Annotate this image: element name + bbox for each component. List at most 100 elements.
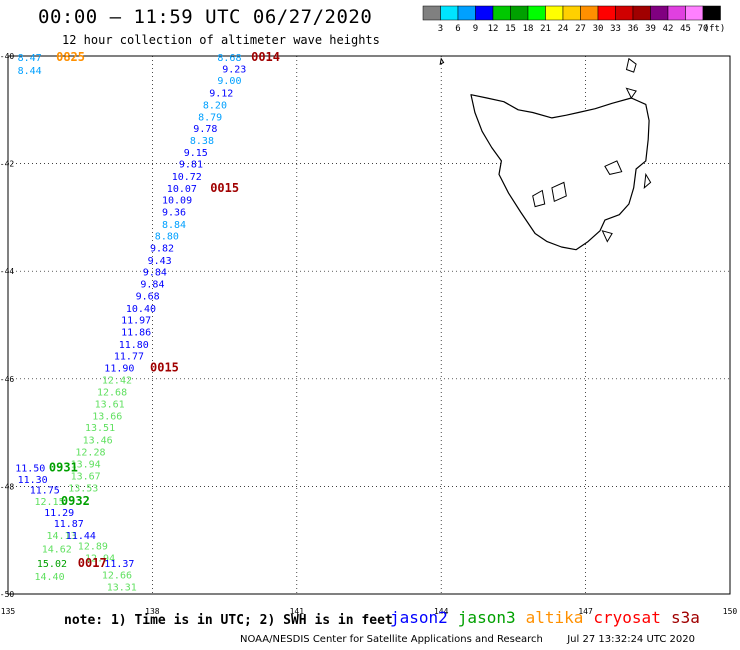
wave-height-label: 8.79 xyxy=(198,112,222,123)
island-outline xyxy=(625,87,637,99)
longitude-tick-label: 147 xyxy=(578,607,593,616)
wave-height-label: 14.62 xyxy=(42,544,72,555)
wave-height-label: 8.80 xyxy=(155,232,179,243)
latitude-tick-label: -50 xyxy=(0,590,14,599)
island-outline xyxy=(601,230,613,243)
wave-height-label: 8.20 xyxy=(203,100,227,111)
latitude-tick-label: -44 xyxy=(0,267,14,276)
color-scale-label: 24 xyxy=(558,24,569,34)
wave-height-label: 8.68 xyxy=(217,53,241,64)
wave-height-label: 9.82 xyxy=(150,244,174,255)
wave-height-label: 13.51 xyxy=(85,423,115,434)
wave-height-label: 14.40 xyxy=(35,572,65,583)
wave-height-labels: 8.47 8.44 0825 8.68 0014 9.239.00 9.128.208.79… xyxy=(15,50,280,593)
wave-height-label: 9.81 xyxy=(179,160,203,171)
latitude-tick-label: -48 xyxy=(0,482,14,491)
island-outline xyxy=(604,160,623,175)
color-scale-label: 39 xyxy=(645,24,656,34)
mission-legend-item: jason2 xyxy=(390,608,448,627)
pass-time-label: 0825 xyxy=(56,50,85,64)
color-scale-label: 3 xyxy=(438,24,443,34)
wave-height-label: 10.40 xyxy=(126,304,156,315)
wave-height-label: 11.50 xyxy=(15,464,45,475)
latitude-tick-label: -42 xyxy=(0,160,14,169)
longitude-tick-label: 138 xyxy=(145,607,160,616)
wave-height-map: 135 138 141 144 147 150-40-42-44-46-48-508.47… xyxy=(0,50,738,616)
wave-height-label: 13.94 xyxy=(71,459,101,470)
wave-height-label: 11.37 xyxy=(104,559,134,570)
island-outline xyxy=(439,57,445,65)
map-title: 00:00 – 11:59 UTC 06/27/2020 xyxy=(38,6,373,28)
wave-height-label: 8.47 xyxy=(18,53,42,64)
wave-height-label: 11.97 xyxy=(121,316,151,327)
tasmania-coastline xyxy=(470,94,650,251)
wave-height-label: 11.44 xyxy=(66,531,96,542)
longitude-tick-label: 144 xyxy=(434,607,449,616)
wave-height-label: 11.87 xyxy=(54,519,84,530)
pass-time-label: 0017 xyxy=(78,556,107,570)
latitude-tick-label: -40 xyxy=(0,52,14,61)
island-outline xyxy=(532,189,546,208)
wave-height-label: 12.66 xyxy=(102,571,132,582)
credit-text: NOAA/NESDIS Center for Satellite Applica… xyxy=(240,634,543,645)
longitude-tick-label: 135 xyxy=(1,607,16,616)
color-scale-legend: 3 6 9 12 15 18 21 24 27 30 33 36 39 42 45 70(ft) xyxy=(422,5,726,34)
wave-height-label: 9.68 xyxy=(136,291,160,302)
pass-time-label: 0015 xyxy=(210,181,239,195)
color-scale-label: 70 xyxy=(698,24,709,34)
color-scale-label: 6 xyxy=(455,24,460,34)
longitude-tick-label: 150 xyxy=(723,607,738,616)
wave-height-label: 8.44 xyxy=(18,66,42,77)
wave-height-label: 9.84 xyxy=(143,268,167,279)
color-scale-label: 27 xyxy=(575,24,586,34)
wave-height-label: 13.53 xyxy=(68,484,98,495)
wave-height-label: 11.86 xyxy=(121,328,151,339)
color-scale-label: 21 xyxy=(540,24,551,34)
color-scale-unit: (ft) xyxy=(704,24,726,34)
mission-legend-item: s3a xyxy=(671,608,700,627)
wave-height-label: 12.94 xyxy=(85,553,115,564)
pass-time-label: 0014 xyxy=(251,50,280,64)
wave-height-label: 11.80 xyxy=(119,340,149,351)
wave-height-label: 9.84 xyxy=(140,280,164,291)
wave-height-label: 9.12 xyxy=(209,89,233,100)
longitude-tick-label: 141 xyxy=(290,607,305,616)
pass-time-label: 0932 xyxy=(61,494,90,508)
wave-height-label: 9.00 xyxy=(217,76,241,87)
color-scale-label: 30 xyxy=(593,24,604,34)
color-scale-label: 9 xyxy=(473,24,478,34)
wave-height-label: 12.28 xyxy=(75,447,105,458)
timestamp-text: Jul 27 13:32:24 UTC 2020 xyxy=(567,634,695,645)
color-scale-label: 42 xyxy=(663,24,674,34)
wave-height-label: 13.66 xyxy=(92,411,122,422)
wave-height-label: 8.38 xyxy=(190,136,214,147)
pass-time-label: 0931 xyxy=(49,461,78,475)
wave-height-label: 11.30 xyxy=(18,475,48,486)
wave-height-label: 11.90 xyxy=(104,364,134,375)
wave-height-label: 10.72 xyxy=(172,172,202,183)
wave-height-label: 13.67 xyxy=(71,472,101,483)
pass-time-label: 0015 xyxy=(150,361,179,375)
wave-height-label: 9.23 xyxy=(222,64,246,75)
wave-height-label: 13.46 xyxy=(83,436,113,447)
mission-legend-item: altika xyxy=(525,608,584,627)
color-scale-label: 18 xyxy=(523,24,534,34)
color-swatch xyxy=(702,5,721,21)
wave-height-label: 9.43 xyxy=(148,256,172,267)
color-scale-label: 33 xyxy=(610,24,621,34)
map-subtitle: 12 hour collection of altimeter wave hei… xyxy=(62,33,380,47)
footer-credit: NOAA/NESDIS Center for Satellite Applica… xyxy=(240,634,695,645)
wave-height-label: 11.77 xyxy=(114,352,144,363)
grid-lines xyxy=(8,56,730,594)
wave-height-label: 10.09 xyxy=(162,196,192,207)
latitude-tick-label: -46 xyxy=(0,375,14,384)
wave-height-label: 12.42 xyxy=(102,375,132,386)
mission-legend-item: jason3 xyxy=(457,608,516,627)
wave-height-label: 14.13 xyxy=(47,531,77,542)
wave-height-label: 13.61 xyxy=(95,400,125,411)
mission-legend-item: cryosat xyxy=(593,608,661,627)
color-scale-label: 45 xyxy=(680,24,691,34)
island-outline xyxy=(551,181,567,203)
color-scale-label: 36 xyxy=(628,24,639,34)
